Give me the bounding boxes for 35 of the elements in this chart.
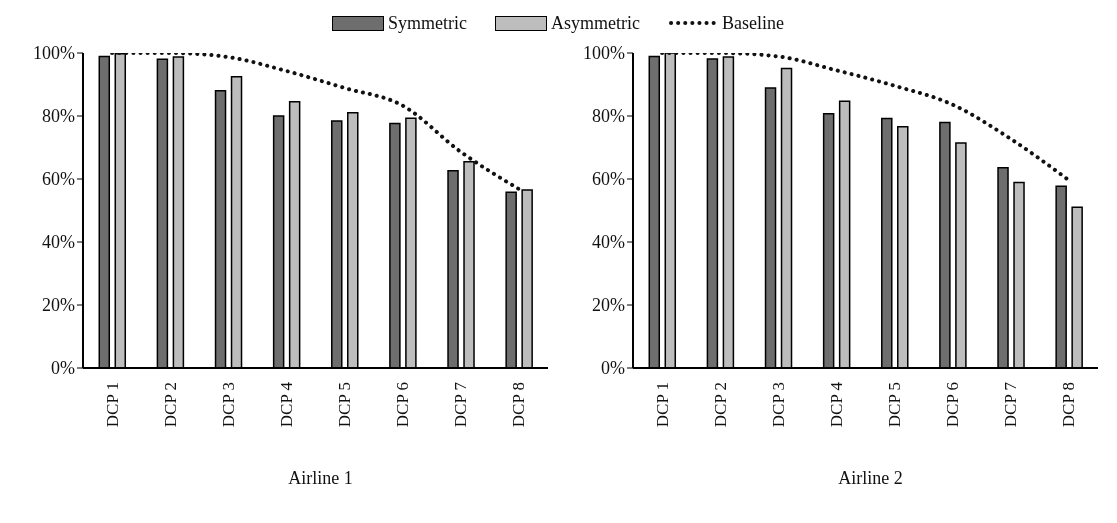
x-tick-label: DCP 8	[1059, 382, 1079, 428]
y-tick-label: 40%	[592, 232, 625, 253]
y-tick-label: 100%	[33, 43, 75, 64]
x-tick-label: DCP 3	[768, 382, 788, 428]
x-tick-label: DCP 1	[652, 382, 672, 428]
y-tick-label: 60%	[42, 169, 75, 190]
y-tick-label: 80%	[42, 106, 75, 127]
y-tick-label: 0%	[51, 358, 75, 379]
x-tick-label: DCP 5	[335, 382, 355, 428]
x-tick-label: DCP 6	[943, 382, 963, 428]
x-tick-label: DCP 5	[885, 382, 905, 428]
y-tick-label: 60%	[592, 169, 625, 190]
x-axis-title: Airline 1	[287, 468, 354, 489]
x-tick-label: DCP 4	[276, 381, 296, 428]
x-tick-label: DCP 2	[160, 382, 180, 428]
x-tick-label: DCP 6	[393, 382, 413, 428]
x-tick-label: DCP 1	[102, 382, 122, 428]
x-tick-label: DCP 7	[451, 381, 471, 428]
y-tick-label: 0%	[601, 358, 625, 379]
x-tick-label: DCP 2	[710, 382, 730, 428]
legend-label: Asymmetric	[551, 12, 640, 34]
legend-label: Symmetric	[388, 12, 468, 34]
x-tick-label: DCP 7	[1001, 381, 1021, 428]
line-series	[110, 53, 521, 192]
legend-label: Baseline	[722, 12, 784, 34]
x-tick-label: DCP 8	[509, 382, 529, 428]
x-tick-label: DCP 4	[826, 381, 846, 428]
x-axis-title: Airline 2	[837, 468, 904, 489]
y-tick-label: 80%	[592, 106, 625, 127]
y-tick-label: 100%	[583, 43, 625, 64]
line-series	[660, 53, 1071, 183]
y-tick-label: 20%	[42, 295, 75, 316]
x-tick-label: DCP 3	[218, 382, 238, 428]
y-tick-label: 40%	[42, 232, 75, 253]
y-tick-label: 20%	[592, 295, 625, 316]
